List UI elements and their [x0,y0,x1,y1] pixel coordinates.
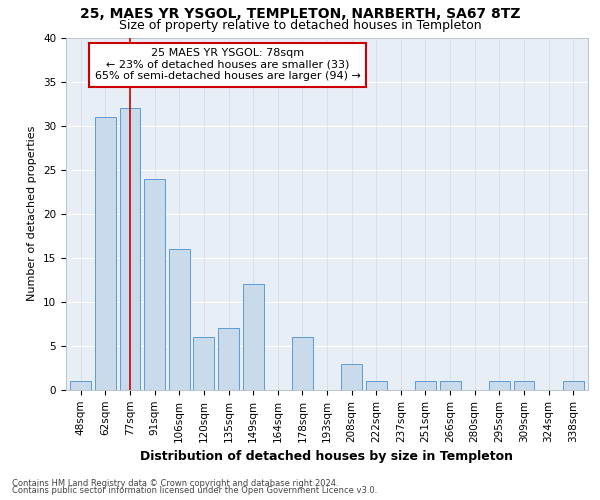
Bar [242,284,263,390]
Bar [292,337,313,390]
Bar [341,364,362,390]
Bar [514,381,535,390]
Bar [563,381,584,390]
Y-axis label: Number of detached properties: Number of detached properties [28,126,37,302]
Bar [144,178,165,390]
Text: Contains HM Land Registry data © Crown copyright and database right 2024.: Contains HM Land Registry data © Crown c… [12,478,338,488]
Bar [415,381,436,390]
Text: 25, MAES YR YSGOL, TEMPLETON, NARBERTH, SA67 8TZ: 25, MAES YR YSGOL, TEMPLETON, NARBERTH, … [80,8,520,22]
Bar [440,381,461,390]
X-axis label: Distribution of detached houses by size in Templeton: Distribution of detached houses by size … [140,450,514,463]
Bar [95,117,116,390]
Bar [70,381,91,390]
Bar [193,337,214,390]
Text: 25 MAES YR YSGOL: 78sqm
← 23% of detached houses are smaller (33)
65% of semi-de: 25 MAES YR YSGOL: 78sqm ← 23% of detache… [95,48,361,82]
Bar [366,381,387,390]
Bar [489,381,510,390]
Bar [169,249,190,390]
Bar [119,108,140,390]
Text: Size of property relative to detached houses in Templeton: Size of property relative to detached ho… [119,18,481,32]
Bar [218,328,239,390]
Text: Contains public sector information licensed under the Open Government Licence v3: Contains public sector information licen… [12,486,377,495]
